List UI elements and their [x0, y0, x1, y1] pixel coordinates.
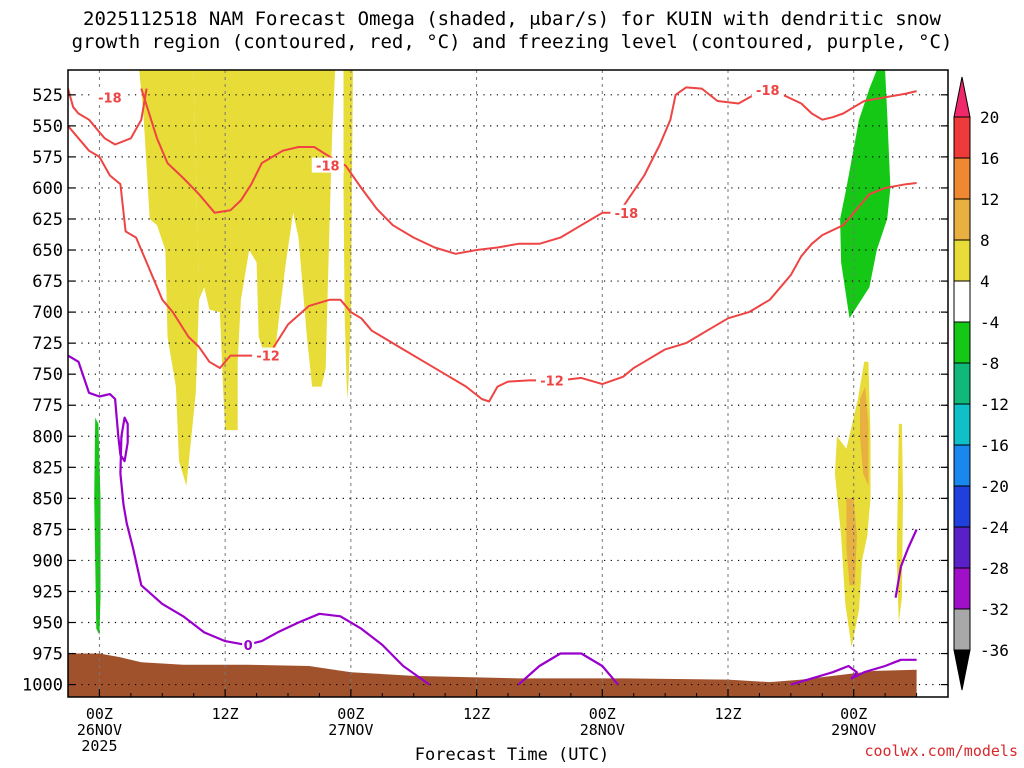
- contour-label-bg-5: [751, 81, 784, 97]
- contour-label-2: -18: [615, 207, 639, 222]
- colorbar-box-12: [953, 608, 971, 651]
- x-tick-label-0-1: 26NOV: [77, 721, 122, 739]
- omega-region-orange-right: [860, 386, 869, 486]
- colorbar-label-3: 8: [980, 231, 990, 250]
- colorbar-box-10: [953, 526, 971, 569]
- y-tick-label-1000: 1000: [22, 676, 63, 696]
- colorbar-label-6: -8: [980, 354, 999, 373]
- contour-label-4: -12: [540, 374, 564, 389]
- chart-title-line-2: growth region (contoured, red, °C) and f…: [71, 31, 953, 53]
- colorbar-label-2: 12: [980, 190, 999, 209]
- colorbar-bottom-arrow: [953, 649, 971, 691]
- y-tick-label-925: 925: [32, 582, 63, 602]
- x-tick-label-36-0: 12Z: [463, 705, 490, 723]
- ground-terrain: [68, 653, 917, 697]
- y-tick-label-650: 650: [32, 241, 63, 261]
- freezing-label-0: 0: [244, 639, 253, 654]
- y-tick-label-775: 775: [32, 396, 63, 416]
- y-tick-label-900: 900: [32, 551, 63, 571]
- x-tick-label-0-2: 2025: [81, 737, 117, 755]
- contour-label-bg-0: [93, 89, 126, 105]
- colorbar-box-2: [953, 198, 971, 241]
- colorbar-label-4: 4: [980, 272, 990, 291]
- colorbar-label-8: -16: [980, 436, 1009, 455]
- plot-area: -18 -18 -18 -12 -12 -18 0: [68, 70, 948, 697]
- colorbar-label-7: -12: [980, 395, 1009, 414]
- x-tick-label-0-0: 00Z: [86, 705, 113, 723]
- chart-title-line-1: 2025112518 NAM Forecast Omega (shaded, μ…: [83, 8, 941, 30]
- contour-label-bg-1: [311, 157, 344, 173]
- colorbar-label-5: -4: [980, 313, 999, 332]
- colorbar-label-11: -28: [980, 559, 1009, 578]
- colorbar-box-5: [953, 321, 971, 364]
- freezing-contour-3: [894, 528, 918, 598]
- colorbar-label-12: -32: [980, 600, 1009, 619]
- colorbar-box-3: [953, 239, 971, 282]
- colorbar-label-1: 16: [980, 149, 999, 168]
- y-tick-label-850: 850: [32, 489, 63, 509]
- contour-label-3: -12: [256, 350, 280, 365]
- omega-region-yellow-mid: [193, 70, 336, 431]
- x-tick-label-12-0: 12Z: [212, 705, 239, 723]
- y-tick-label-675: 675: [32, 272, 63, 292]
- colorbar-label-10: -24: [980, 518, 1009, 537]
- y-tick-label-700: 700: [32, 303, 63, 323]
- omega-region-yellow-right-strip: [896, 423, 903, 623]
- omega-region-green-right: [840, 70, 891, 319]
- y-tick-label-800: 800: [32, 427, 63, 447]
- colorbar-label-13: -36: [980, 641, 1009, 660]
- colorbar-box-7: [953, 403, 971, 446]
- y-tick-label-725: 725: [32, 334, 63, 354]
- contour-label-bg-4: [536, 372, 568, 388]
- colorbar-top-arrow: [953, 76, 971, 118]
- x-axis-label: Forecast Time (UTC): [414, 745, 610, 765]
- y-tick-label-625: 625: [32, 210, 63, 230]
- temperature-contour-2: [140, 86, 917, 255]
- y-tick-label-875: 875: [32, 520, 63, 540]
- contour-label-bg-3: [252, 347, 285, 363]
- x-tick-label-72-1: 29NOV: [831, 721, 876, 739]
- x-tick-label-60-0: 12Z: [714, 705, 741, 723]
- x-tick-label-48-0: 00Z: [589, 705, 616, 723]
- colorbar-box-6: [953, 362, 971, 405]
- omega-region-yellow-core: [139, 70, 199, 486]
- freezing-contour-0: [68, 354, 431, 686]
- colorbar-box-1: [953, 157, 971, 200]
- y-tick-label-825: 825: [32, 458, 63, 478]
- y-tick-label-950: 950: [32, 614, 63, 634]
- x-tick-label-24-0: 00Z: [337, 705, 364, 723]
- y-tick-label-975: 975: [32, 645, 63, 665]
- omega-region-orange-right-lower: [846, 498, 857, 586]
- freezing-contour-2: [790, 658, 917, 686]
- freezing-label-bg-0: [242, 636, 255, 652]
- colorbar-box-4: [953, 280, 971, 323]
- temperature-contour-1: [68, 88, 148, 146]
- y-tick-label-600: 600: [32, 179, 63, 199]
- colorbar-label-9: -20: [980, 477, 1009, 496]
- colorbar-label-0: 20: [980, 108, 999, 127]
- colorbar-box-11: [953, 567, 971, 610]
- y-tick-label-750: 750: [32, 365, 63, 385]
- omega-region-green-left: [94, 417, 101, 635]
- omega-region-yellow-strip: [343, 70, 353, 399]
- site-credit: coolwx.com/models: [864, 742, 1018, 760]
- y-tick-label-550: 550: [32, 117, 63, 137]
- x-tick-label-72-0: 00Z: [840, 705, 867, 723]
- contour-label-0: -18: [98, 91, 122, 106]
- x-tick-label-48-1: 28NOV: [580, 721, 625, 739]
- freezing-contour-1: [517, 652, 619, 686]
- contour-label-5: -18: [756, 84, 780, 99]
- y-tick-label-575: 575: [32, 148, 63, 168]
- contour-label-1: -18: [316, 160, 340, 175]
- contour-label-bg-2: [610, 204, 643, 220]
- x-tick-label-24-1: 27NOV: [328, 721, 373, 739]
- colorbar-box-9: [953, 485, 971, 528]
- y-tick-label-525: 525: [32, 86, 63, 106]
- colorbar-box-0: [953, 116, 971, 159]
- colorbar-box-8: [953, 444, 971, 487]
- temperature-contour-0: [68, 125, 917, 403]
